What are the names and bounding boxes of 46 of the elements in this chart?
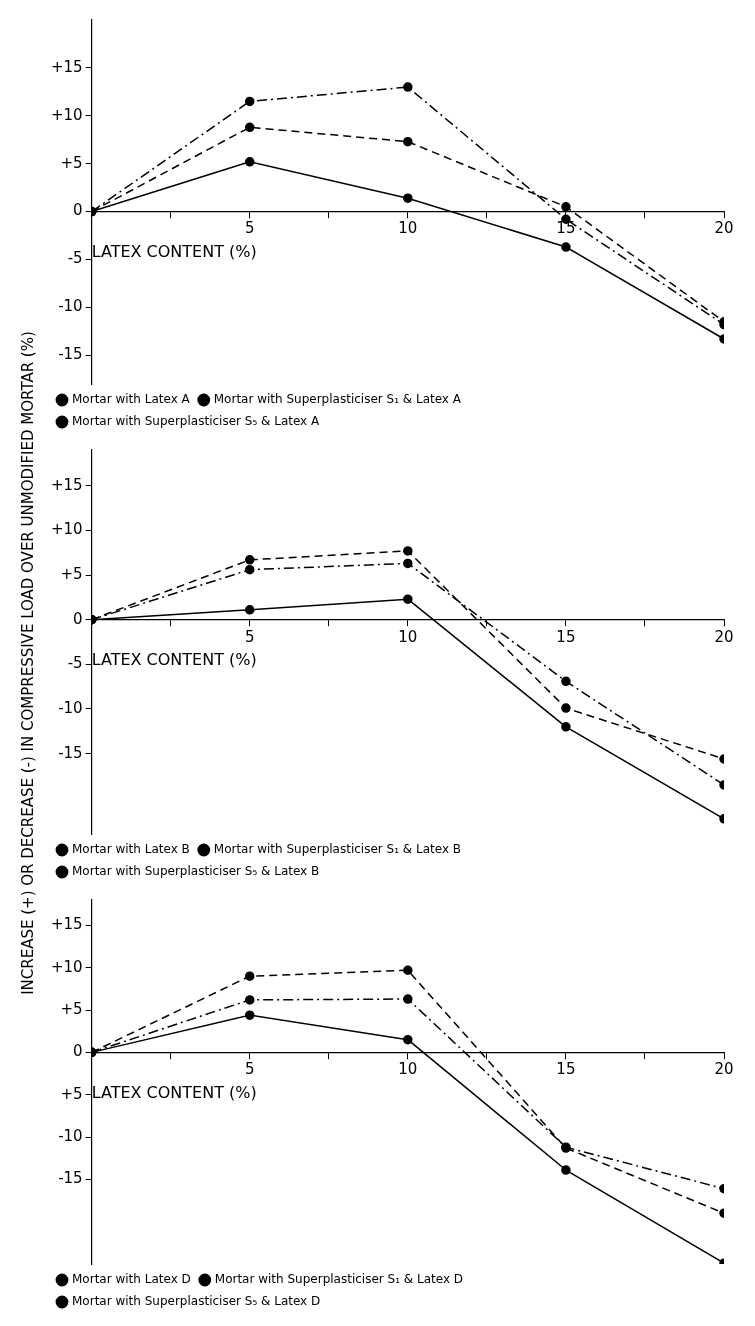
x-tick-label: 20 — [714, 1060, 734, 1079]
x-tick-label: 20 — [714, 219, 734, 238]
legend-label: Mortar with Superplasticiser S₅ & Latex A — [72, 414, 321, 429]
x-tick-label: 15 — [556, 627, 576, 646]
x-axis-title: LATEX CONTENT (%) — [91, 650, 257, 670]
y-tick-label: +15 — [51, 475, 83, 494]
y-tick-label: -15 — [58, 743, 83, 762]
y-tick-label: +5 — [60, 564, 83, 583]
y-tick-label: +5 — [60, 153, 83, 172]
x-tick-label: 10 — [398, 1060, 418, 1079]
y-tick-label: -10 — [58, 698, 83, 717]
y-tick-label: -15 — [58, 345, 83, 364]
x-tick-label: 5 — [244, 627, 255, 646]
y-tick-label: -5 — [67, 654, 83, 673]
y-axis-title: INCREASE (+) OR DECREASE (-) IN COMPRESSIVE LOAD OVER UNMODIFIED MORTAR (%) — [19, 331, 37, 995]
x-axis-title: LATEX CONTENT (%) — [91, 242, 257, 262]
legend-label: Mortar with Superplasticiser S₁ & Latex B — [213, 842, 462, 857]
y-tick-label: 0 — [73, 609, 83, 628]
y-tick-label: -15 — [58, 1169, 83, 1188]
y-tick-label: +15 — [51, 57, 83, 76]
legend-label: Mortar with Superplasticiser S₁ & Latex A — [213, 392, 462, 407]
y-tick-label: 0 — [73, 1042, 83, 1061]
legend-label: Mortar with Superplasticiser S₁ & Latex D — [214, 1272, 464, 1287]
legend-label: Mortar with Latex A — [72, 392, 191, 407]
x-tick-label: 5 — [244, 1060, 255, 1079]
x-axis-title: LATEX CONTENT (%) — [91, 1083, 257, 1103]
legend-label: Mortar with Superplasticiser S₅ & Latex B — [72, 864, 320, 879]
legend-label: Mortar with Superplasticiser S₅ & Latex D — [72, 1294, 321, 1309]
y-tick-label: +10 — [51, 520, 83, 539]
x-tick-label: 15 — [556, 219, 576, 238]
y-tick-label: +5 — [60, 1084, 83, 1103]
y-tick-label: -10 — [58, 297, 83, 316]
x-tick-label: 5 — [244, 219, 255, 238]
y-tick-label: +15 — [51, 915, 83, 934]
x-tick-label: 15 — [556, 1060, 576, 1079]
y-tick-label: 0 — [73, 201, 83, 220]
x-tick-label: 10 — [398, 219, 418, 238]
legend-label: Mortar with Latex B — [72, 842, 190, 857]
y-tick-label: -5 — [67, 249, 83, 268]
y-tick-label: +10 — [51, 105, 83, 124]
x-tick-label: 10 — [398, 627, 418, 646]
legend-label: Mortar with Latex D — [72, 1272, 191, 1287]
y-tick-label: +5 — [60, 999, 83, 1018]
y-tick-label: +10 — [51, 957, 83, 976]
x-tick-label: 20 — [714, 627, 734, 646]
y-tick-label: -10 — [58, 1126, 83, 1145]
